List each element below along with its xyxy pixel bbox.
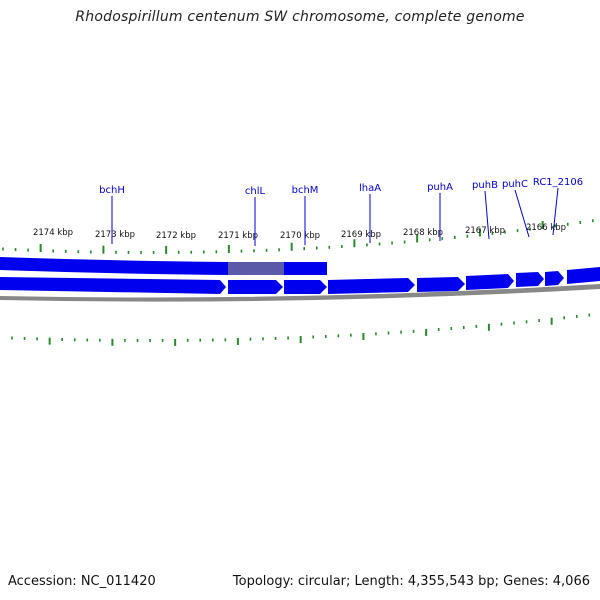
- gene-arrow[interactable]: [516, 272, 544, 287]
- gene-label[interactable]: RC1_2106: [533, 177, 583, 188]
- gene-label[interactable]: lhaA: [359, 183, 381, 194]
- gene-arrow[interactable]: [228, 280, 283, 294]
- scale-label: 2169 kbp: [341, 230, 381, 240]
- gene-arrow[interactable]: [284, 262, 327, 275]
- gene-label-leader: [484, 190, 490, 240]
- gene-arrow[interactable]: [328, 278, 415, 294]
- gene-label[interactable]: bchH: [99, 185, 125, 196]
- map-title: Rhodospirillum centenum SW chromosome, c…: [75, 9, 525, 25]
- scale-labels: 2174 kbp 2173 kbp 2172 kbp 2171 kbp 2170 kbp…: [33, 223, 566, 241]
- accession-text: Accession: NC_011420: [8, 574, 156, 589]
- scale-label: 2172 kbp: [156, 231, 196, 241]
- scale-label: 2170 kbp: [280, 231, 320, 241]
- gene-arrow[interactable]: [284, 280, 327, 294]
- scale-label: 2167 kbp: [465, 226, 505, 236]
- scale-label: 2168 kbp: [403, 228, 443, 238]
- scale-label: 2174 kbp: [33, 228, 73, 238]
- scale-ticks-outer: [2, 219, 594, 254]
- gene-arrow[interactable]: [0, 257, 228, 275]
- gene-arrow[interactable]: [466, 274, 514, 290]
- gene-label[interactable]: puhB: [472, 180, 498, 191]
- gene-arrow[interactable]: [417, 277, 465, 292]
- gene-track[interactable]: [0, 257, 600, 294]
- gene-arrow[interactable]: [567, 267, 600, 284]
- gene-arrow[interactable]: [0, 277, 226, 294]
- gene-label[interactable]: puhA: [427, 182, 453, 193]
- gene-labels[interactable]: bchH chlL bchM lhaA puhA puhB puhC RC1_2106: [99, 177, 583, 246]
- genome-summary-text: Topology: circular; Length: 4,355,543 bp…: [232, 574, 590, 589]
- gene-label[interactable]: puhC: [502, 179, 528, 190]
- scale-label: 2173 kbp: [95, 230, 135, 240]
- scale-label: 2171 kbp: [218, 231, 258, 241]
- gene-label[interactable]: chlL: [245, 186, 266, 197]
- gene-label[interactable]: bchM: [292, 185, 319, 196]
- gene-arrow[interactable]: [545, 271, 564, 286]
- scale-ticks-inner: [11, 313, 591, 346]
- scale-label: 2166 kbp: [526, 223, 566, 233]
- gene-label-leader: [514, 189, 530, 238]
- backbone-band: [0, 284, 600, 302]
- gene-label-leader: [552, 187, 559, 236]
- chromosome-backbone: [0, 284, 600, 302]
- selected-gene[interactable]: [228, 262, 284, 275]
